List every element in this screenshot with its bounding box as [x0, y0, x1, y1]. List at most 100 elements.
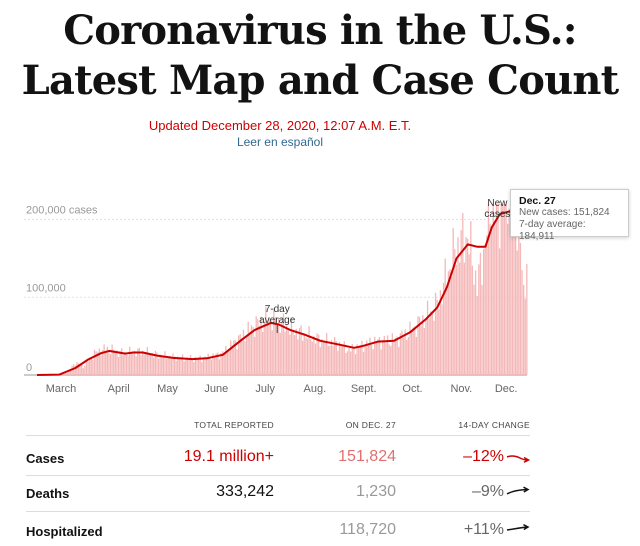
daily-case-bar — [126, 355, 127, 375]
daily-case-bar — [140, 355, 141, 375]
daily-case-bar — [396, 336, 397, 375]
cases-total: 19.1 million+ — [184, 448, 274, 466]
x-tick-label: Nov. — [450, 383, 472, 395]
daily-case-bar — [134, 351, 135, 375]
daily-case-bar — [201, 362, 202, 375]
daily-case-bar — [488, 204, 489, 375]
daily-case-bar — [313, 336, 314, 375]
col-header-day: ON DEC. 27 — [346, 420, 396, 430]
daily-case-bar — [99, 348, 100, 375]
daily-case-bar — [416, 337, 417, 375]
daily-case-bar — [224, 353, 225, 375]
daily-case-bar — [390, 346, 391, 375]
daily-case-bar — [92, 360, 93, 375]
daily-case-bar — [310, 339, 311, 375]
cases-trend-icon — [506, 453, 530, 465]
y-tick-label: 0 — [26, 362, 32, 374]
daily-case-bar — [227, 352, 228, 375]
title-line-2: Latest Map and Case Count — [22, 57, 619, 104]
daily-case-bar — [473, 285, 474, 375]
daily-case-bar — [353, 348, 354, 375]
daily-case-bar — [321, 339, 322, 375]
daily-case-bar — [424, 328, 425, 375]
daily-case-bar — [76, 362, 77, 375]
daily-case-bar — [328, 346, 329, 375]
daily-case-bar — [160, 354, 161, 375]
daily-case-bar — [81, 364, 82, 375]
daily-case-bar — [232, 345, 233, 375]
daily-case-bar — [422, 315, 423, 375]
daily-case-bar — [83, 368, 84, 375]
daily-case-bar — [521, 270, 522, 375]
daily-case-bar — [502, 204, 503, 375]
daily-case-bar — [307, 339, 308, 375]
daily-case-bar — [297, 339, 298, 375]
daily-case-bar — [302, 341, 303, 375]
daily-case-bar — [526, 264, 527, 375]
daily-case-bar — [507, 224, 508, 375]
daily-case-bar — [371, 345, 372, 375]
x-tick-label: Aug. — [304, 383, 327, 395]
daily-case-bar — [485, 244, 486, 375]
daily-case-bar — [376, 342, 377, 375]
daily-case-bar — [193, 362, 194, 375]
daily-case-bar — [413, 328, 414, 375]
daily-case-bar — [523, 285, 524, 375]
daily-case-bar — [472, 266, 473, 375]
daily-case-bar — [150, 355, 151, 375]
row-label-deaths: Deaths — [26, 486, 69, 501]
daily-case-bar — [525, 299, 526, 375]
daily-case-bar — [124, 352, 125, 375]
daily-case-bar — [288, 330, 289, 375]
daily-case-bar — [115, 352, 116, 375]
daily-case-bar — [281, 321, 282, 375]
daily-case-bar — [87, 362, 88, 375]
daily-case-bar — [110, 354, 111, 375]
daily-case-bar — [504, 204, 505, 375]
daily-case-bar — [291, 318, 292, 375]
daily-case-bar — [79, 365, 80, 375]
daily-case-bar — [454, 249, 455, 375]
daily-case-bar — [185, 359, 186, 375]
hospitalized-trend-icon — [506, 523, 530, 535]
daily-case-bar — [169, 356, 170, 375]
daily-case-bar — [392, 333, 393, 375]
daily-case-bar — [465, 237, 466, 375]
page-title: Coronavirus in the U.S.: Latest Map and … — [0, 6, 640, 106]
daily-case-bar — [489, 224, 490, 375]
daily-case-bar — [358, 347, 359, 375]
daily-case-bar — [91, 358, 92, 375]
daily-case-bar — [196, 359, 197, 375]
daily-case-bar — [292, 330, 293, 375]
x-tick-label: June — [204, 383, 228, 395]
updated-timestamp: Updated December 28, 2020, 12:07 A.M. E.… — [0, 118, 560, 133]
spanish-link[interactable]: Leer en español — [0, 135, 560, 149]
daily-case-bar — [163, 356, 164, 375]
daily-case-bar — [425, 319, 426, 375]
table-row-deaths: Deaths 333,242 1,230 –9% — [26, 476, 530, 510]
daily-case-bar — [180, 357, 181, 375]
row-label-hospitalized: Hospitalized — [26, 524, 103, 539]
daily-case-bar — [262, 332, 263, 375]
daily-case-bar — [403, 338, 404, 375]
daily-case-bar — [111, 344, 112, 375]
daily-case-bar — [203, 358, 204, 375]
daily-case-bar — [379, 337, 380, 375]
row-label-cases: Cases — [26, 451, 64, 466]
daily-case-bar — [481, 285, 482, 375]
daily-case-bar — [437, 300, 438, 375]
daily-case-bar — [135, 356, 136, 375]
daily-case-bar — [280, 333, 281, 375]
daily-case-bar — [501, 204, 502, 375]
daily-case-bar — [427, 301, 428, 375]
daily-case-bar — [408, 337, 409, 375]
daily-case-bar — [421, 326, 422, 375]
daily-case-bar — [411, 332, 412, 375]
cases-annotation-line1: New — [487, 198, 508, 209]
y-tick-label: 200,000 cases — [26, 205, 98, 217]
daily-case-bar — [259, 326, 260, 375]
daily-case-bar — [188, 360, 189, 375]
daily-case-bar — [456, 265, 457, 375]
daily-case-bar — [350, 351, 351, 375]
daily-case-bar — [445, 258, 446, 375]
